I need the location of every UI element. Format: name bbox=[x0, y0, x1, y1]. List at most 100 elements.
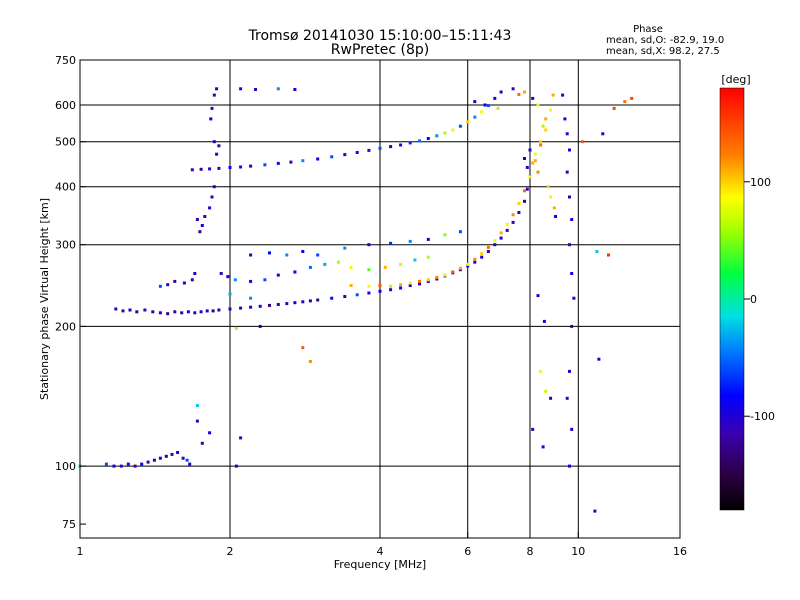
echo-point bbox=[389, 284, 393, 288]
echo-point bbox=[531, 96, 535, 100]
echo-point bbox=[158, 284, 162, 288]
echo-point bbox=[533, 159, 537, 163]
echo-point bbox=[466, 120, 470, 124]
stats-x-mode: mean, sd,X: 98.2, 27.5 bbox=[606, 46, 720, 57]
echo-point bbox=[239, 436, 243, 440]
echo-point bbox=[539, 140, 543, 144]
echo-point bbox=[301, 300, 305, 304]
y-tick-label: 100 bbox=[55, 460, 76, 473]
echo-point bbox=[565, 170, 569, 174]
echo-point bbox=[234, 464, 238, 468]
echo-point bbox=[517, 202, 521, 205]
echo-point bbox=[104, 462, 108, 466]
echo-point bbox=[389, 288, 393, 292]
echo-point bbox=[367, 268, 371, 272]
echo-point bbox=[426, 237, 430, 241]
echo-point bbox=[126, 462, 130, 466]
echo-point bbox=[408, 239, 412, 243]
echo-point bbox=[121, 309, 125, 313]
echo-point bbox=[210, 195, 214, 199]
echo-point bbox=[570, 272, 574, 275]
chart-subtitle: RwPretec (8p) bbox=[331, 42, 429, 58]
echo-point bbox=[276, 303, 280, 306]
stats-o-mode: mean, sd,O: -82.9, 19.0 bbox=[606, 35, 724, 46]
echo-point bbox=[114, 307, 118, 311]
echo-point bbox=[166, 283, 170, 287]
echo-point bbox=[205, 309, 209, 313]
echo-point bbox=[217, 308, 221, 312]
echo-point bbox=[158, 456, 162, 460]
echo-point bbox=[554, 215, 557, 218]
echo-point bbox=[413, 258, 417, 262]
echo-point bbox=[289, 160, 293, 164]
echo-point bbox=[181, 456, 185, 460]
echo-point bbox=[212, 185, 216, 189]
echo-point bbox=[258, 324, 262, 328]
echo-point bbox=[541, 445, 545, 449]
echo-point bbox=[355, 293, 359, 297]
echo-point bbox=[601, 132, 605, 136]
y-tick-label: 75 bbox=[62, 518, 76, 531]
echo-point bbox=[199, 310, 203, 314]
echo-point bbox=[473, 115, 477, 119]
echo-point bbox=[176, 451, 180, 454]
echo-point bbox=[493, 243, 497, 247]
echo-point bbox=[486, 250, 490, 253]
echo-point bbox=[480, 255, 484, 259]
echo-point bbox=[228, 292, 232, 296]
echo-point bbox=[190, 168, 194, 172]
echo-point bbox=[511, 213, 515, 217]
echo-point bbox=[568, 464, 571, 468]
x-tick-label: 16 bbox=[673, 545, 687, 558]
echo-point bbox=[511, 220, 515, 224]
echo-point bbox=[525, 166, 529, 169]
echo-point bbox=[544, 128, 548, 132]
echo-point bbox=[228, 166, 232, 169]
y-tick-label: 600 bbox=[55, 99, 76, 112]
echo-point bbox=[378, 284, 382, 287]
echo-point bbox=[249, 253, 253, 257]
echo-point bbox=[568, 148, 571, 152]
echo-point bbox=[367, 243, 371, 247]
echo-point bbox=[399, 143, 403, 147]
echo-point bbox=[607, 253, 610, 257]
echo-point bbox=[570, 218, 574, 221]
echo-point bbox=[505, 222, 509, 226]
echo-point bbox=[408, 281, 412, 285]
echo-point bbox=[541, 124, 545, 128]
x-tick-label: 8 bbox=[527, 545, 534, 558]
echo-point bbox=[323, 262, 327, 266]
echo-point bbox=[551, 93, 555, 97]
echo-point bbox=[451, 128, 455, 132]
echo-point bbox=[152, 458, 156, 462]
echo-point bbox=[217, 166, 221, 170]
echo-point bbox=[316, 253, 320, 257]
echo-point bbox=[330, 296, 334, 300]
echo-point bbox=[531, 161, 535, 165]
echo-point bbox=[546, 185, 550, 189]
echo-point bbox=[203, 215, 207, 218]
echo-point bbox=[458, 124, 462, 128]
echo-point bbox=[146, 460, 150, 464]
echo-point bbox=[612, 106, 616, 110]
echo-point bbox=[383, 265, 387, 269]
echo-point bbox=[630, 96, 634, 100]
echo-point bbox=[268, 251, 271, 255]
echo-point bbox=[544, 117, 548, 121]
echo-point bbox=[517, 211, 521, 214]
echo-point bbox=[565, 132, 569, 136]
echo-point bbox=[164, 454, 168, 458]
echo-point bbox=[343, 246, 347, 250]
echo-point bbox=[389, 145, 393, 149]
echo-point bbox=[308, 360, 312, 363]
echo-point bbox=[276, 87, 280, 91]
echo-point bbox=[473, 257, 477, 261]
echo-point bbox=[268, 303, 271, 307]
echo-point bbox=[343, 153, 347, 157]
chart-title: Tromsø 20141030 15:10:00–15:11:43 bbox=[248, 28, 512, 44]
echo-point bbox=[597, 357, 601, 361]
echo-point bbox=[249, 305, 253, 309]
echo-point bbox=[135, 310, 139, 314]
y-ticks: 75 100 200 300 400 500 600 750 bbox=[55, 54, 86, 531]
